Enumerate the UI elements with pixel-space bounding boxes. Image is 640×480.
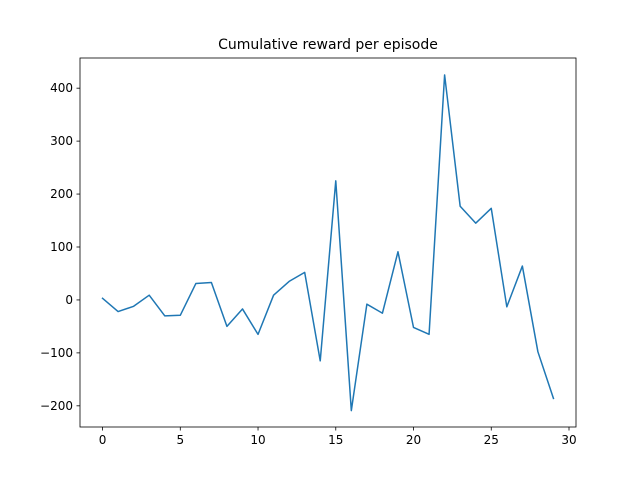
y-tick-label: −200 bbox=[40, 399, 73, 413]
y-tick-label: −100 bbox=[40, 346, 73, 360]
plot-area-frame bbox=[79, 57, 577, 428]
x-tick-label: 10 bbox=[250, 433, 265, 447]
y-tick-label: 200 bbox=[50, 187, 73, 201]
x-tick-label: 5 bbox=[176, 433, 184, 447]
y-tick-label: 400 bbox=[50, 81, 73, 95]
y-tick-label: 100 bbox=[50, 240, 73, 254]
y-tick-label: 300 bbox=[50, 134, 73, 148]
x-tick-label: 0 bbox=[99, 433, 107, 447]
y-tick-label: 0 bbox=[65, 293, 73, 307]
x-tick-label: 20 bbox=[406, 433, 421, 447]
series-line bbox=[101, 74, 555, 412]
chart-title: Cumulative reward per episode bbox=[218, 37, 438, 53]
x-tick-label: 30 bbox=[561, 433, 576, 447]
x-tick-label: 15 bbox=[328, 433, 343, 447]
axis-ticks: 0 5 10 15 20 25 30 −200 −100 0 100 200 300 400 bbox=[40, 81, 577, 447]
x-tick-label: 25 bbox=[484, 433, 499, 447]
